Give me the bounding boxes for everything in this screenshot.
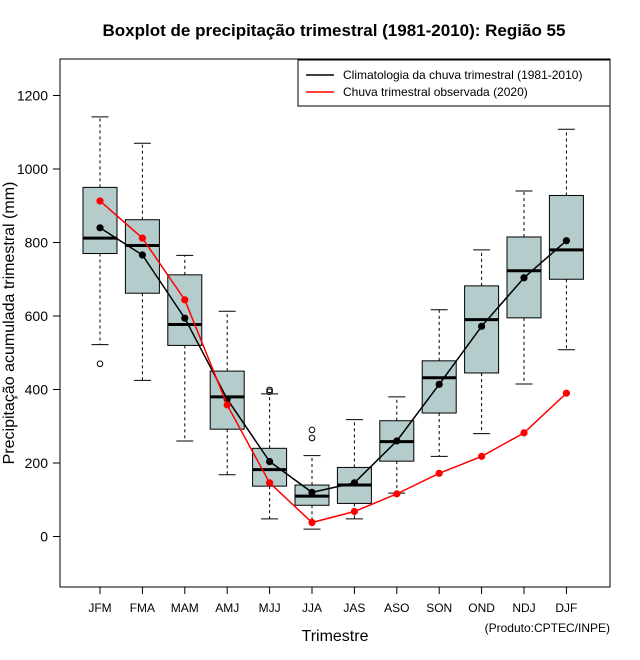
series-layer [96,197,571,527]
x-tick-label: SON [426,601,452,615]
x-axis-title: Trimestre [302,628,369,645]
series-point-observed [181,296,189,304]
x-tick-label: JFM [88,601,111,615]
legend: Climatologia da chuva trimestral (1981-2… [297,59,611,107]
outlier-point [266,388,273,396]
series-point-observed [520,429,528,437]
series-point-observed [308,518,316,527]
series-point-observed [435,469,443,477]
box-mjj [252,386,288,520]
y-tick-label: 800 [25,235,49,251]
y-tick-label: 1200 [17,88,48,104]
box-aso [379,396,415,494]
box-jfm [82,116,118,368]
box-body [82,186,118,255]
series-point-observed [223,401,231,409]
x-tick-label: MAM [171,601,199,615]
series-point-climatology [350,479,358,487]
x-tick-label: JAS [343,601,365,615]
x-tick-label: DJF [555,601,577,615]
x-tick-label: NDJ [512,601,535,615]
box-jja [294,426,330,530]
series-point-observed [478,452,486,460]
series-point-climatology [308,488,316,496]
x-tick-label: FMA [130,601,155,615]
y-tick-label: 0 [40,529,48,545]
legend-climatology-label: Climatologia da chuva trimestral (1981-2… [343,68,582,82]
series-point-climatology [393,437,401,445]
series-point-observed [562,389,571,397]
series-line-observed [99,200,567,524]
series-point-climatology [562,237,571,245]
x-tick-label: AMJ [215,601,239,615]
series-point-climatology [435,380,443,388]
series-point-climatology [96,224,104,232]
series-point-climatology [138,251,146,259]
box-son [421,309,457,457]
series-point-climatology [181,314,189,322]
outlier-point [308,434,316,442]
series-point-observed [96,197,104,205]
outlier-point [308,426,316,434]
y-tick-label: 1000 [17,161,48,177]
x-tick-label: ASO [384,601,409,615]
y-tick-label: 200 [25,455,49,471]
box-fma [124,142,160,381]
outlier-point [96,360,104,368]
series-climatology [96,224,571,496]
plot-area-frame [59,58,611,588]
boxes-layer [82,116,584,530]
series-point-climatology [478,322,486,330]
x-tick-label: JJA [302,601,322,615]
series-point-observed [350,507,358,516]
outlier-point [266,386,273,394]
x-tick-label: MJJ [259,601,281,615]
y-tick-label: 600 [25,308,49,324]
series-observed [96,197,571,527]
box-ndj [506,190,542,385]
box-body [167,274,203,346]
box-mam [167,254,203,442]
legend-observed-label: Chuva trimestral observada (2020) [343,85,528,99]
chart-title: Boxplot de precipitação trimestral (1981… [103,21,566,40]
series-point-observed [393,490,401,498]
box-jas [336,419,372,520]
series-point-observed [266,479,274,487]
series-point-climatology [520,274,528,282]
series-point-climatology [266,457,274,466]
product-credit: (Produto:CPTEC/INPE) [485,621,610,635]
y-tick-label: 400 [25,382,49,398]
series-line-climatology [99,227,567,494]
x-tick-label: OND [468,601,495,615]
box-amj [209,310,245,476]
y-axis-title: Precipitação acumulada trimestral (mm) [1,182,18,465]
legend-frame [297,59,611,107]
y-axis: 0 200 400 600 800 1000 1200 [17,88,61,545]
x-axis: JFM FMA MAM AMJ MJJ JJA JAS ASO SON OND NDJ DJF [88,586,577,615]
series-point-observed [138,234,146,242]
